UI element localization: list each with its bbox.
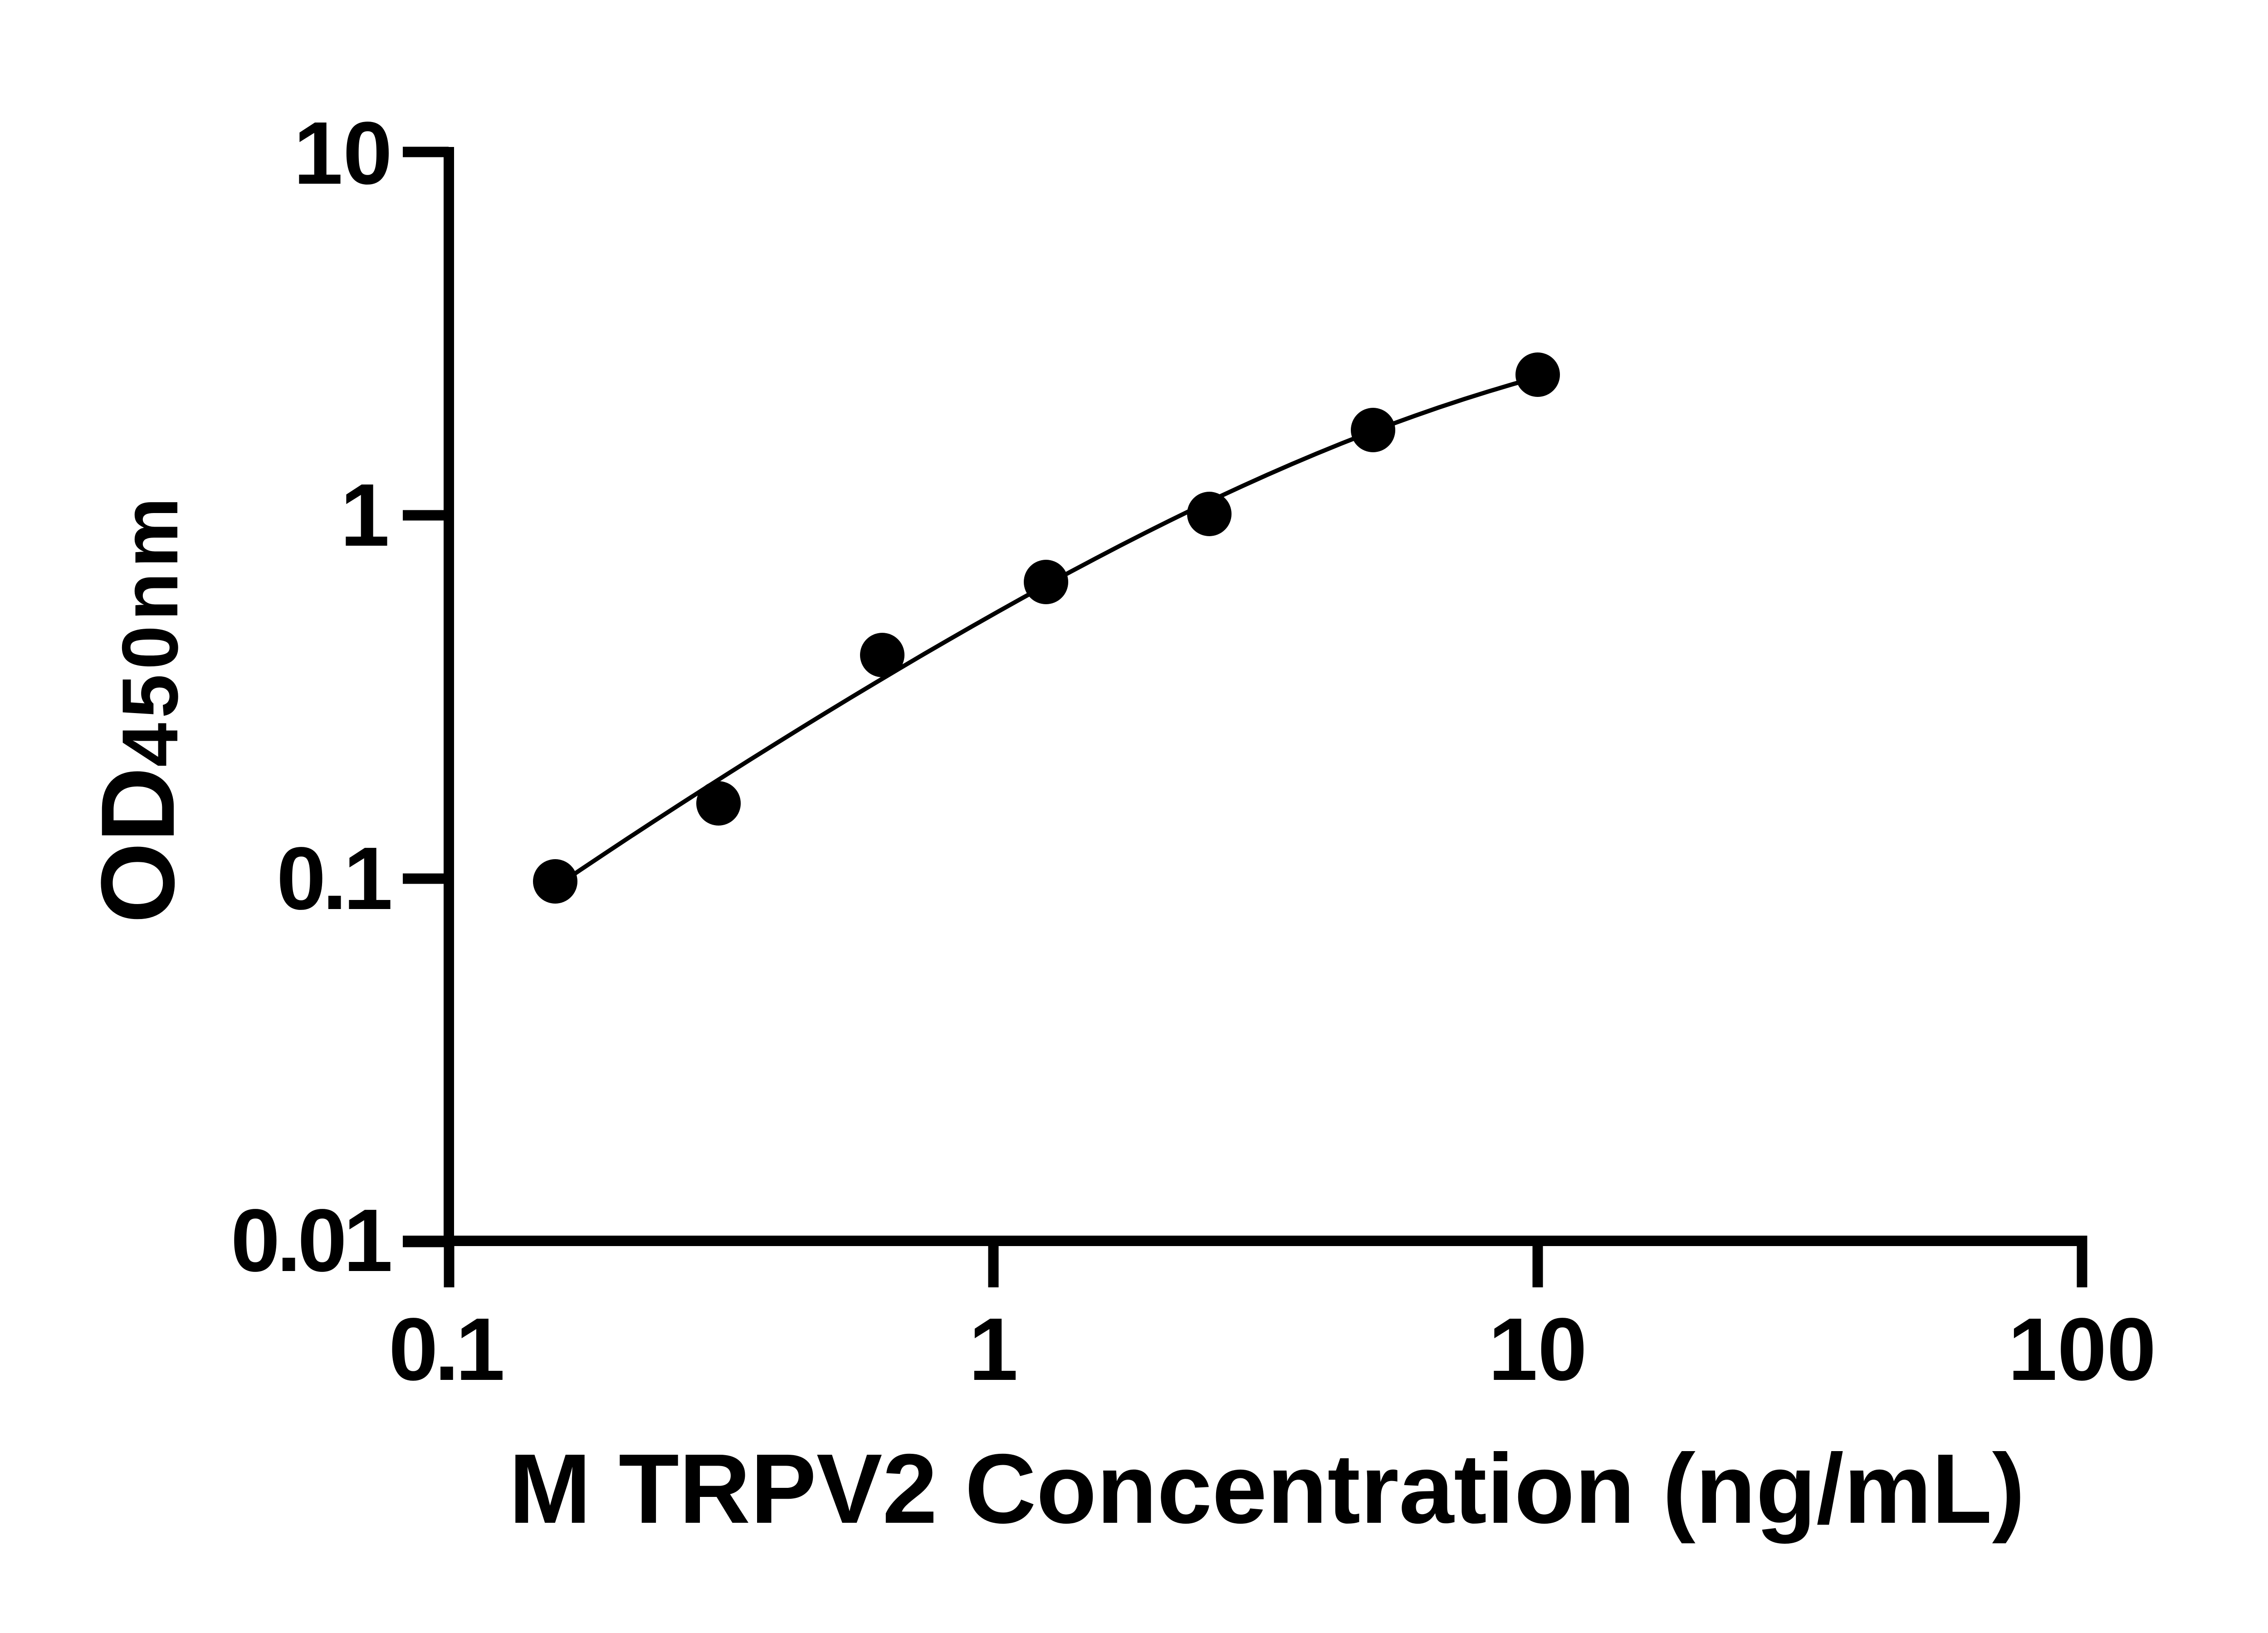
svg-text:M TRPV2 Concentration (ng/mL): M TRPV2 Concentration (ng/mL) <box>509 1434 2025 1544</box>
svg-text:10: 10 <box>293 103 392 203</box>
svg-text:OD450nm: OD450nm <box>79 493 196 923</box>
svg-text:1: 1 <box>340 465 390 565</box>
svg-text:1: 1 <box>968 1300 1018 1399</box>
svg-text:10: 10 <box>1488 1300 1587 1399</box>
svg-text:0.1: 0.1 <box>389 1300 503 1399</box>
svg-text:100: 100 <box>2008 1300 2156 1399</box>
svg-text:0.01: 0.01 <box>231 1191 391 1290</box>
svg-text:0.1: 0.1 <box>277 829 391 928</box>
